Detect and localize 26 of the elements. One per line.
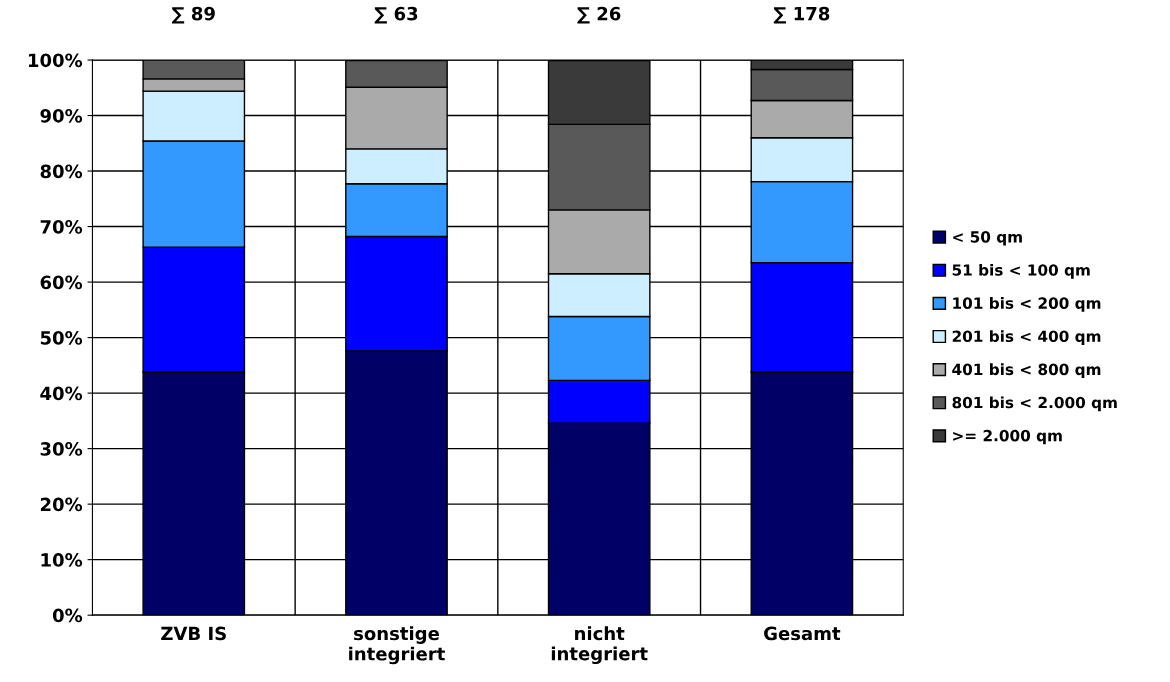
x-tick-label: Gesamt: [764, 626, 841, 641]
x-tick-label: nicht integriert: [551, 626, 648, 665]
legend-label: >= 2.000 qm: [953, 429, 1062, 445]
y-tick-label: 40%: [40, 386, 83, 401]
x-tick-label: sonstige integriert: [349, 626, 445, 665]
legend-label: 101 bis < 200 qm: [953, 297, 1101, 312]
legend-label: < 50 qm: [953, 231, 1022, 246]
legend-label: 401 bis < 800 qm: [952, 363, 1101, 379]
annotation: ∑ 26: [577, 6, 621, 24]
y-tick-label: 30%: [40, 442, 83, 456]
y-tick-label: 0%: [52, 608, 83, 623]
annotation: ∑ 178: [773, 6, 830, 24]
annotation: ∑ 89: [171, 6, 215, 24]
y-tick-label: 70%: [40, 220, 83, 234]
y-tick-label: 100%: [28, 53, 83, 68]
legend-label: 201 bis < 400 qm: [952, 330, 1101, 345]
legend-label: 51 bis < 100 qm: [952, 263, 1090, 279]
y-tick-label: 90%: [40, 108, 83, 123]
legend-label: 801 bis < 2.000 qm: [952, 396, 1117, 412]
y-tick-label: 60%: [40, 275, 83, 290]
annotation: ∑ 63: [374, 6, 418, 24]
x-tick-label: ZVB IS: [161, 626, 226, 641]
y-tick-label: 50%: [40, 331, 83, 345]
y-tick-label: 20%: [40, 497, 83, 512]
y-tick-label: 80%: [40, 164, 83, 179]
y-tick-label: 10%: [41, 553, 83, 567]
